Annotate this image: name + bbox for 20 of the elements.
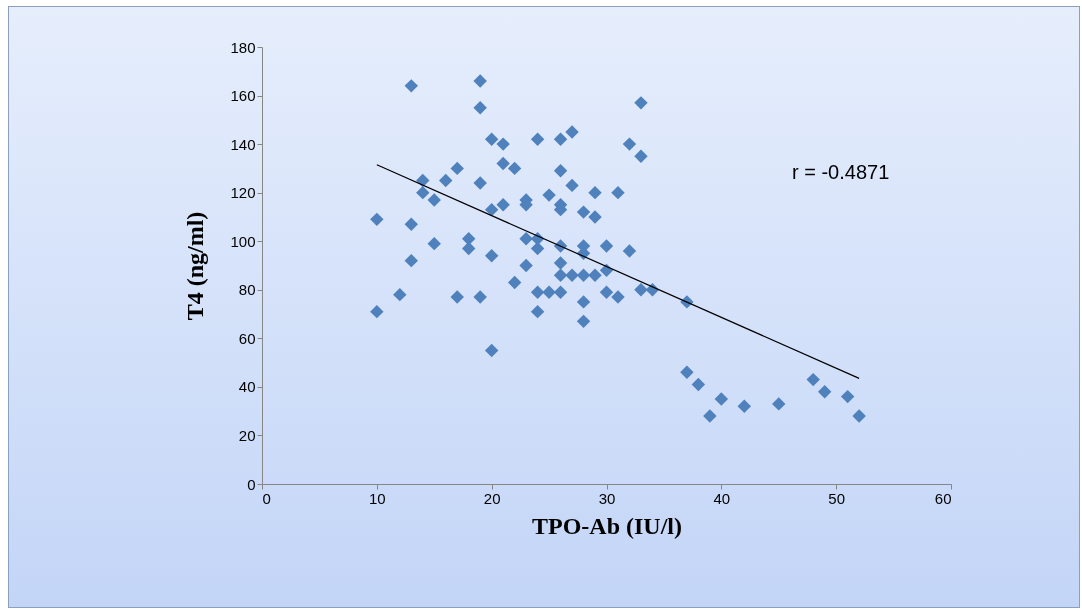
x-tick-label: 30 bbox=[598, 489, 616, 507]
x-tick-label: 20 bbox=[483, 489, 501, 507]
y-axis-title: T4 (ng/ml) bbox=[182, 211, 209, 321]
x-tick-label: 40 bbox=[713, 489, 731, 507]
x-axis-title: TPO-Ab (IU/l) bbox=[532, 512, 682, 539]
y-tick-label: 0 bbox=[247, 475, 256, 493]
y-tick-label: 20 bbox=[238, 426, 256, 444]
y-tick-label: 100 bbox=[230, 232, 256, 250]
x-tick-label: 60 bbox=[934, 489, 952, 507]
x-tick-label: 0 bbox=[262, 489, 271, 507]
x-tick-label: 10 bbox=[368, 489, 386, 507]
y-tick-label: 40 bbox=[238, 378, 256, 396]
annotation: r = -0.4871 bbox=[792, 161, 890, 183]
y-tick-label: 160 bbox=[230, 87, 256, 105]
y-tick-label: 180 bbox=[230, 38, 256, 56]
y-tick-label: 80 bbox=[238, 281, 256, 299]
y-tick-label: 120 bbox=[230, 184, 256, 202]
x-tick-label: 50 bbox=[828, 489, 846, 507]
y-tick-label: 60 bbox=[238, 329, 256, 347]
y-tick-label: 140 bbox=[230, 135, 256, 153]
